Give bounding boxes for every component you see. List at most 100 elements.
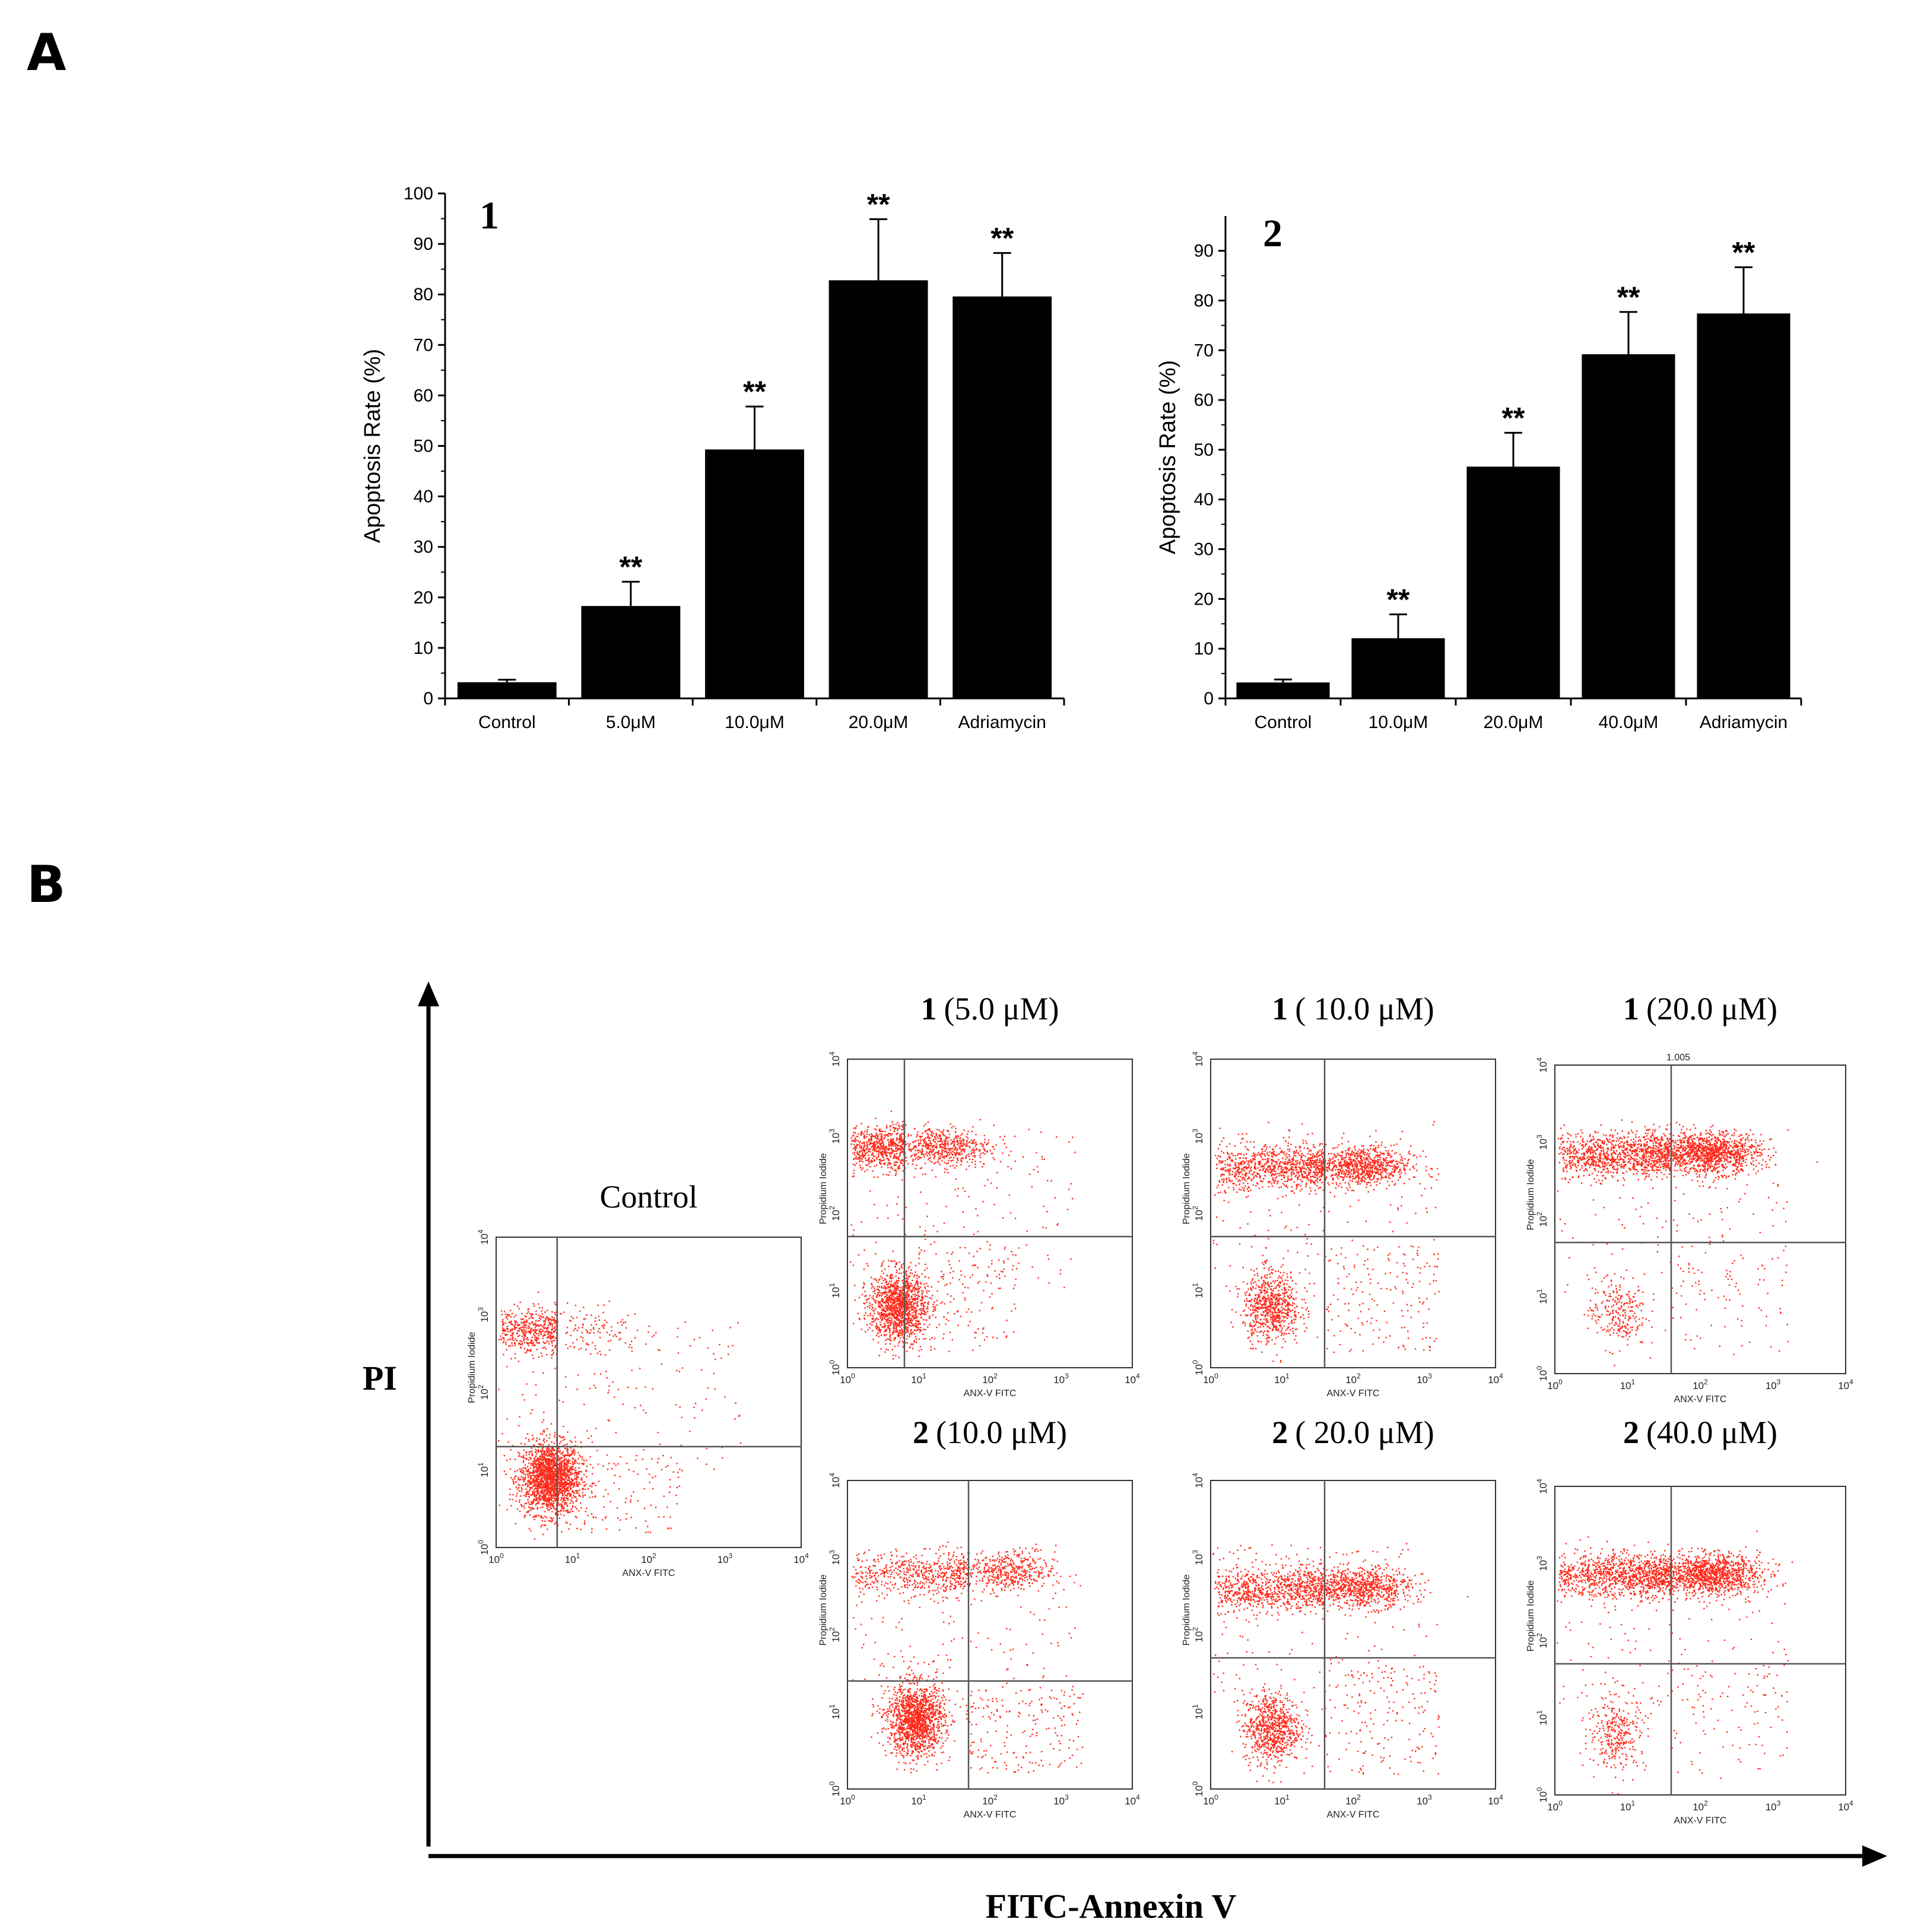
- event-dot: [554, 1495, 556, 1497]
- event-dot: [896, 1328, 897, 1330]
- event-dot: [580, 1502, 582, 1504]
- event-dot: [543, 1476, 545, 1478]
- event-dot: [932, 1306, 934, 1308]
- event-dot: [545, 1469, 547, 1470]
- event-dot: [553, 1330, 555, 1332]
- event-dot: [861, 1131, 863, 1133]
- event-dot: [549, 1334, 551, 1336]
- event-dot: [858, 1140, 859, 1142]
- event-dot: [892, 1314, 894, 1316]
- event-dot: [541, 1470, 543, 1472]
- event-dot: [897, 1295, 898, 1297]
- event-dot: [547, 1450, 548, 1452]
- event-dot: [597, 1330, 599, 1333]
- event-dot: [566, 1450, 568, 1452]
- event-dot: [646, 1468, 647, 1470]
- event-dot: [894, 1260, 896, 1262]
- event-dot: [895, 1355, 897, 1356]
- event-dot: [943, 1316, 945, 1318]
- event-dot: [897, 1304, 900, 1305]
- event-dot: [905, 1305, 907, 1307]
- event-dot: [527, 1481, 529, 1483]
- event-dot: [856, 1151, 859, 1153]
- event-dot: [999, 1278, 1001, 1279]
- event-dot: [576, 1339, 578, 1340]
- y-tick-label: 30: [1194, 540, 1214, 560]
- event-dot: [675, 1494, 677, 1496]
- event-dot: [516, 1321, 517, 1323]
- event-dot: [594, 1320, 596, 1322]
- event-dot: [560, 1489, 562, 1491]
- event-dot: [611, 1468, 613, 1470]
- event-dot: [566, 1503, 568, 1505]
- event-dot: [527, 1330, 529, 1333]
- event-dot: [538, 1486, 539, 1488]
- event-dot: [558, 1481, 560, 1483]
- event-dot: [896, 1306, 897, 1308]
- event-dot: [890, 1284, 893, 1286]
- event-dot: [880, 1295, 882, 1297]
- event-dot: [898, 1323, 900, 1326]
- event-dot: [906, 1282, 907, 1284]
- event-dot: [545, 1485, 547, 1487]
- event-dot: [546, 1466, 548, 1468]
- event-dot: [863, 1133, 865, 1135]
- event-dot: [520, 1329, 522, 1330]
- event-dot: [535, 1475, 537, 1476]
- event-dot: [605, 1489, 607, 1491]
- event-dot: [535, 1485, 537, 1488]
- event-dot: [550, 1321, 551, 1323]
- event-dot: [891, 1278, 893, 1280]
- event-dot: [595, 1495, 596, 1497]
- event-dot: [877, 1342, 880, 1343]
- event-dot: [523, 1329, 525, 1331]
- event-dot: [524, 1333, 526, 1336]
- event-dot: [872, 1315, 874, 1317]
- event-dot: [884, 1291, 887, 1292]
- event-dot: [912, 1348, 914, 1350]
- event-dot: [528, 1342, 529, 1344]
- event-dot: [564, 1502, 566, 1504]
- event-dot: [529, 1457, 531, 1459]
- event-dot: [869, 1323, 871, 1325]
- event-dot: [530, 1340, 532, 1342]
- event-dot: [567, 1492, 570, 1494]
- event-dot: [570, 1320, 572, 1322]
- event-dot: [858, 1158, 861, 1161]
- event-dot: [560, 1460, 562, 1462]
- event-dot: [529, 1478, 532, 1480]
- event-dot: [505, 1317, 507, 1318]
- event-dot: [560, 1503, 563, 1505]
- event-dot: [901, 1264, 903, 1266]
- event-dot: [861, 1133, 863, 1135]
- event-dot: [503, 1341, 504, 1343]
- event-dot: [553, 1317, 555, 1319]
- event-dot: [553, 1464, 555, 1466]
- event-dot: [544, 1453, 546, 1454]
- event-dot: [900, 1151, 902, 1154]
- event-dot: [895, 1322, 897, 1324]
- event-dot: [922, 1298, 923, 1300]
- event-dot: [855, 1139, 856, 1140]
- event-dot: [890, 1309, 893, 1311]
- event-dot: [526, 1483, 528, 1485]
- event-dot: [964, 1297, 966, 1299]
- event-dot: [554, 1479, 556, 1480]
- event-dot: [549, 1508, 551, 1511]
- event-dot: [569, 1346, 572, 1348]
- event-dot: [879, 1139, 881, 1142]
- event-dot: [563, 1496, 565, 1498]
- event-dot: [521, 1340, 523, 1342]
- event-dot: [872, 1330, 874, 1332]
- event-dot: [566, 1497, 567, 1499]
- event-dot: [1012, 1254, 1014, 1256]
- event-dot: [561, 1481, 563, 1483]
- event-dot: [527, 1308, 529, 1311]
- event-dot: [887, 1294, 888, 1296]
- event-dot: [896, 1269, 898, 1272]
- event-dot: [852, 1175, 854, 1177]
- event-dot: [652, 1336, 653, 1338]
- event-dot: [886, 1275, 888, 1276]
- event-dot: [887, 1322, 890, 1324]
- event-dot: [920, 1308, 922, 1310]
